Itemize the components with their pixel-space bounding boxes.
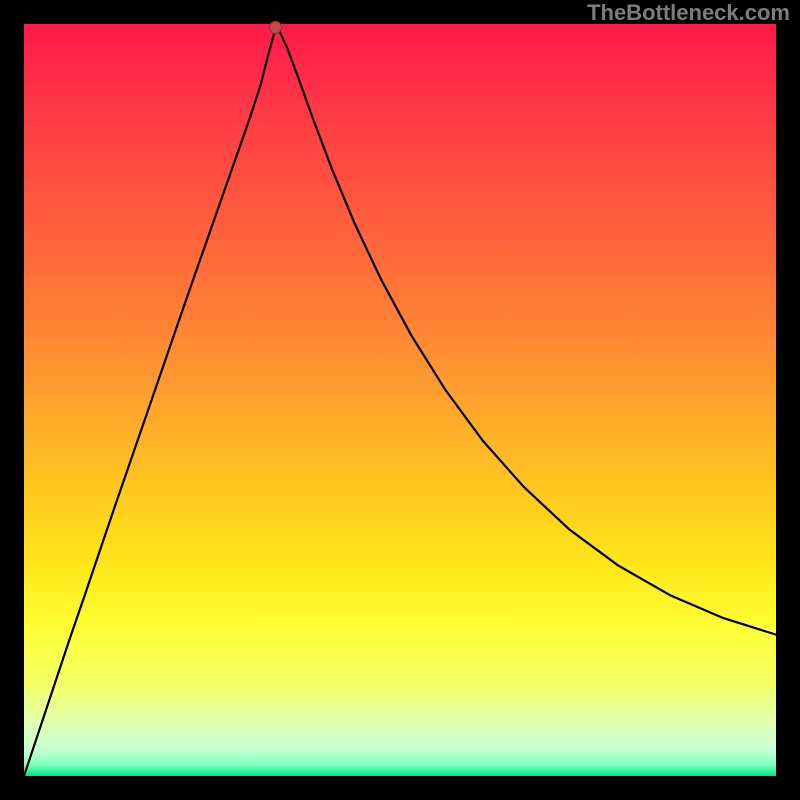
watermark-text: TheBottleneck.com <box>587 0 790 26</box>
curve-path <box>24 28 776 776</box>
plot-area <box>24 24 776 776</box>
bottleneck-curve <box>24 24 776 776</box>
chart-stage: TheBottleneck.com <box>0 0 800 800</box>
